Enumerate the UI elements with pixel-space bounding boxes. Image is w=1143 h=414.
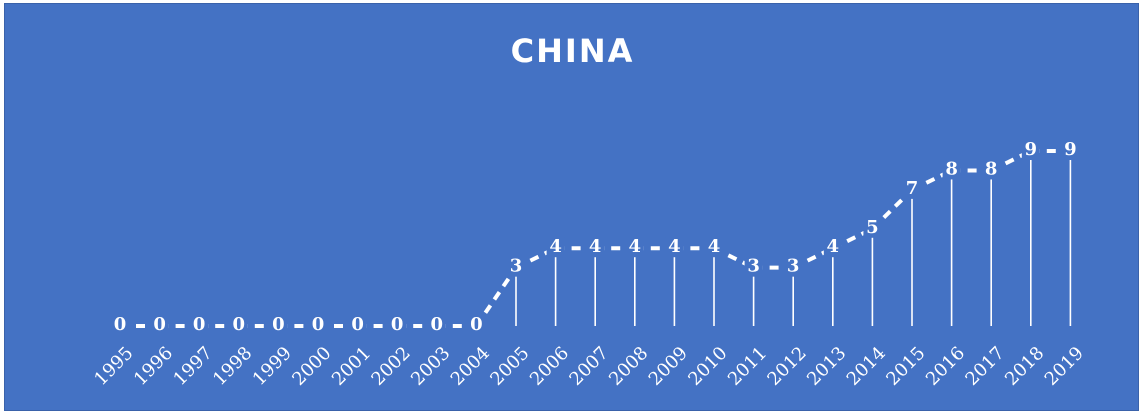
data-label-2018: 9: [1025, 139, 1038, 160]
data-label-bg-2009: [665, 237, 684, 258]
x-tick-label-2007: 2007: [565, 343, 612, 390]
x-tick-label-1999: 1999: [249, 343, 296, 390]
data-label-2009: 4: [668, 236, 681, 257]
data-label-bg-2014: [863, 217, 882, 238]
data-label-bg-2000: [309, 315, 327, 335]
data-label-bg-2011: [744, 256, 763, 277]
data-label-bg-1995: [111, 315, 129, 335]
data-label-bg-2016: [942, 159, 961, 180]
x-tick-label-1995: 1995: [90, 343, 137, 390]
data-label-bg-2003: [427, 315, 446, 335]
data-label-2011: 3: [747, 256, 760, 277]
data-label-1999: 0: [272, 314, 285, 335]
data-label-1995: 0: [114, 314, 127, 335]
x-tick-label-2009: 2009: [645, 343, 692, 390]
data-label-2008: 4: [629, 236, 642, 257]
x-tick-label-2004: 2004: [447, 343, 494, 390]
data-label-bg-2019: [1061, 140, 1080, 160]
x-tick-label-2006: 2006: [526, 343, 573, 390]
x-tick-label-2012: 2012: [763, 343, 810, 390]
data-label-2004: 0: [470, 314, 483, 335]
series-segment-2004: [474, 266, 518, 328]
data-label-bg-2010: [705, 237, 723, 258]
data-label-2002: 0: [391, 314, 404, 335]
x-tick-label-2015: 2015: [882, 343, 929, 390]
data-label-1997: 0: [193, 314, 206, 335]
data-label-2015: 7: [906, 178, 919, 199]
data-label-bg-2004: [467, 315, 486, 335]
data-label-2017: 8: [985, 158, 998, 179]
data-label-2010: 4: [708, 236, 721, 257]
data-label-bg-2012: [784, 256, 803, 277]
x-tick-label-2008: 2008: [605, 343, 652, 390]
data-label-bg-2005: [507, 256, 525, 277]
x-tick-label-1998: 1998: [209, 343, 256, 390]
x-tick-label-2014: 2014: [843, 343, 890, 390]
data-label-2003: 0: [431, 314, 444, 335]
x-tick-label-2013: 2013: [803, 343, 850, 390]
data-label-2007: 4: [589, 236, 602, 257]
data-label-2000: 0: [312, 314, 325, 335]
x-tick-label-2016: 2016: [922, 343, 969, 390]
data-label-2012: 3: [787, 256, 800, 277]
data-label-1996: 0: [153, 314, 166, 335]
data-label-bg-2001: [348, 315, 367, 335]
x-tick-label-2000: 2000: [288, 343, 335, 390]
x-tick-label-2011: 2011: [724, 343, 771, 390]
data-label-1998: 0: [233, 314, 246, 335]
data-label-bg-1998: [229, 315, 248, 335]
x-tick-label-2003: 2003: [407, 343, 454, 390]
data-label-bg-1999: [269, 315, 288, 335]
data-label-2019: 9: [1064, 139, 1077, 160]
x-tick-label-2010: 2010: [684, 343, 731, 390]
data-label-bg-1996: [150, 315, 169, 335]
data-label-bg-2017: [982, 159, 1001, 180]
data-label-bg-2007: [586, 237, 605, 258]
x-tick-label-2002: 2002: [367, 343, 414, 390]
data-label-bg-1997: [190, 315, 209, 335]
x-tick-label-2005: 2005: [486, 343, 533, 390]
data-label-bg-2018: [1021, 140, 1040, 160]
data-label-bg-2008: [625, 237, 644, 258]
data-label-bg-2015: [903, 178, 921, 199]
x-tick-label-1997: 1997: [169, 343, 216, 390]
x-tick-label-2017: 2017: [961, 343, 1008, 390]
data-label-bg-2013: [823, 237, 842, 258]
x-tick-label-2019: 2019: [1041, 343, 1088, 390]
x-tick-label-1996: 1996: [130, 343, 177, 390]
data-label-2001: 0: [351, 314, 364, 335]
chart-title: CHINA: [510, 32, 635, 70]
data-label-2006: 4: [549, 236, 562, 257]
data-label-2016: 8: [945, 158, 958, 179]
data-label-bg-2002: [388, 315, 407, 335]
x-tick-label-2018: 2018: [1001, 343, 1048, 390]
data-label-2014: 5: [866, 217, 879, 238]
chart-area: CHINA 0 0 0 0 0 0 0 0 0 0 3 4 4 4 4 4 3 3 4 5 7 8 8 9 9 1995 1996…: [4, 3, 1139, 411]
data-label-2013: 4: [827, 236, 840, 257]
data-label-2005: 3: [510, 256, 523, 277]
x-tick-label-2001: 2001: [328, 343, 375, 390]
data-label-bg-2006: [546, 237, 565, 258]
